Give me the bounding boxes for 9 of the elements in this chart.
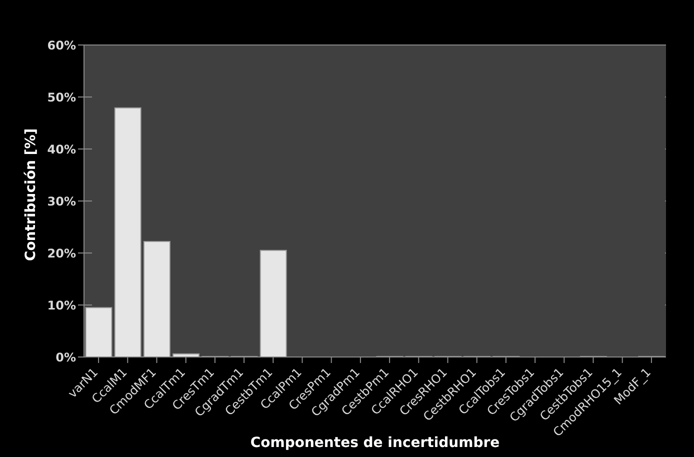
y-tick-label: 50% <box>47 90 76 104</box>
y-tick-label: 60% <box>47 38 76 52</box>
y-tick-label: 30% <box>47 194 76 208</box>
y-tick-label: 40% <box>47 142 76 156</box>
y-tick-label: 10% <box>47 298 76 312</box>
y-tick-label: 0% <box>56 350 76 364</box>
x-axis-title: Componentes de incertidumbre <box>250 435 500 451</box>
y-axis-title: Contribución [%] <box>22 128 39 261</box>
y-tick-label: 20% <box>47 246 76 260</box>
